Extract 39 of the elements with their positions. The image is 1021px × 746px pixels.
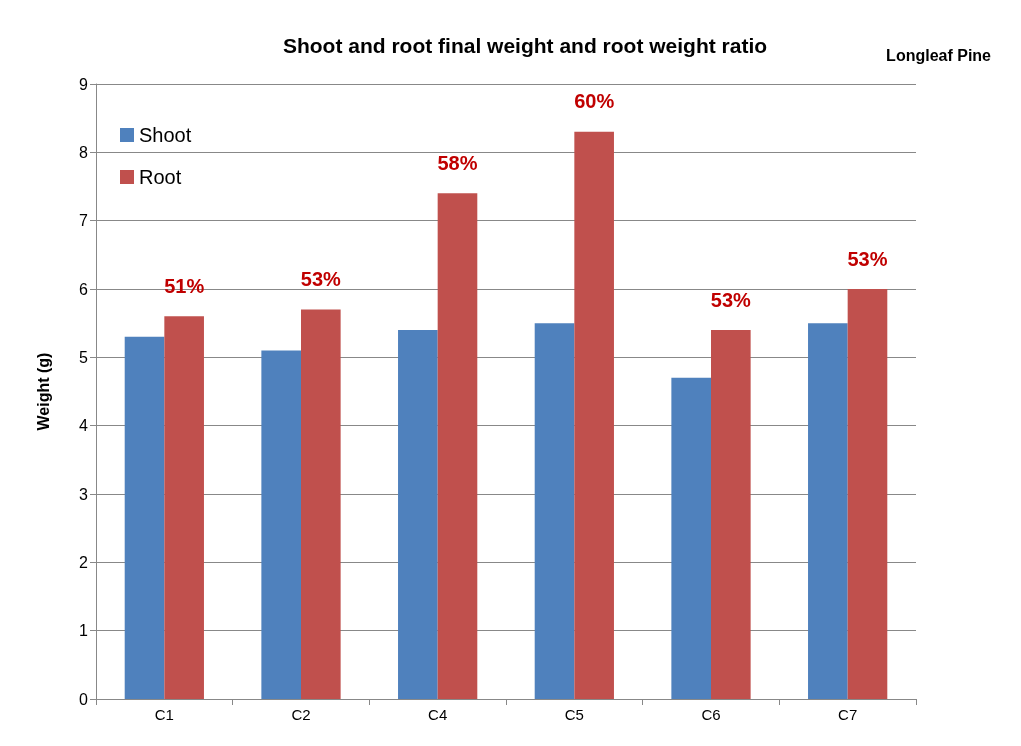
- y-tick-label: 9: [79, 75, 89, 93]
- y-tick-label: 5: [79, 348, 89, 366]
- y-tick-label: 2: [79, 553, 89, 571]
- bar: [164, 316, 204, 699]
- x-tick-label: C2: [291, 706, 311, 723]
- chart-title: Shoot and root final weight and root weight ratio: [282, 34, 768, 57]
- y-tick-label: 8: [79, 143, 89, 161]
- annotation: 53%: [300, 268, 342, 290]
- x-tick-label: C5: [564, 706, 584, 723]
- bar: [671, 377, 711, 699]
- bar: [534, 323, 575, 699]
- y-tick-label: 7: [79, 212, 89, 230]
- annotation: 53%: [847, 247, 888, 270]
- bar: [808, 323, 848, 699]
- annotation: 58%: [437, 151, 478, 174]
- annotation: 60%: [574, 90, 615, 113]
- y-tick-label: 0: [79, 690, 89, 708]
- legend-label: Root: [139, 166, 182, 188]
- y-tick-label: 4: [79, 417, 89, 435]
- y-tick-label: 1: [79, 622, 89, 640]
- chart-subtitle: Longleaf Pine: [886, 46, 992, 64]
- x-tick-label: C6: [701, 706, 721, 723]
- annotation: 53%: [710, 288, 752, 311]
- y-tick-label: 3: [79, 485, 89, 503]
- bar: [437, 193, 478, 699]
- x-tick-label: C4: [428, 706, 448, 723]
- bar: [847, 289, 888, 699]
- y-tick-label: 6: [79, 280, 89, 298]
- annotation: 51%: [164, 274, 205, 297]
- bar: [574, 131, 614, 699]
- x-tick-label: C7: [838, 706, 858, 723]
- bar: [261, 350, 301, 699]
- bar: [398, 330, 438, 699]
- bar: [124, 336, 165, 699]
- bar: [301, 309, 341, 699]
- bar: [711, 330, 751, 699]
- legend-label: Shoot: [139, 124, 192, 146]
- x-tick-label: C1: [154, 706, 174, 723]
- y-axis-title: Weight (g): [34, 352, 52, 431]
